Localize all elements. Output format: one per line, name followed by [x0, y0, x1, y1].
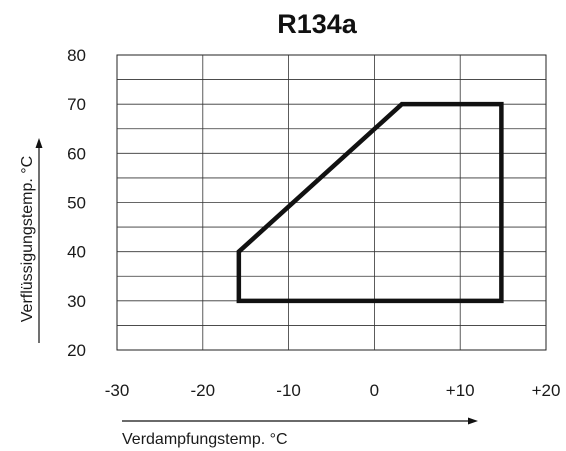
x-tick-label: -10 [276, 381, 301, 400]
y-tick-label: 60 [67, 144, 86, 163]
x-tick-label: 0 [370, 381, 379, 400]
x-tick-label: -30 [105, 381, 130, 400]
x-tick-label: +10 [446, 381, 475, 400]
grid [116, 54, 547, 351]
x-tick-label: -20 [191, 381, 216, 400]
x-axis-label: Verdampfungstemp. °C [122, 431, 288, 448]
y-tick-label: 20 [67, 341, 86, 360]
chart-title: R134a [277, 9, 358, 39]
y-tick-label: 80 [67, 46, 86, 65]
y-axis-label: Verflüssigungstemp. °C [19, 156, 36, 322]
y-tick-label: 30 [67, 292, 86, 311]
x-axis-arrow-head [468, 417, 478, 425]
x-tick-labels: -30 -20 -10 0 +10 +20 [105, 381, 561, 400]
y-tick-label: 50 [67, 194, 86, 213]
y-tick-labels: 20 30 40 50 60 70 80 [67, 46, 86, 360]
y-tick-label: 70 [67, 95, 86, 114]
x-tick-label: +20 [532, 381, 561, 400]
envelope-outline [236, 101, 504, 304]
y-axis-arrow-head [35, 138, 43, 148]
envelope-series [236, 101, 504, 304]
y-tick-label: 40 [67, 243, 86, 262]
